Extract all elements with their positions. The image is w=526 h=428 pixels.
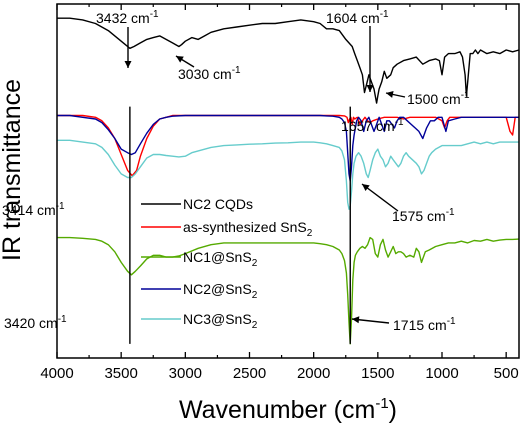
annotation-arrowhead-7	[362, 184, 370, 191]
annotation-label-4: 1500 cm-1	[407, 90, 470, 107]
annotation-arrowhead-4	[386, 91, 394, 98]
annotation-arrowhead-2	[176, 56, 184, 63]
annotation-label-9: 1715 cm-1	[393, 316, 456, 333]
annotation-arrowhead-3	[366, 85, 374, 92]
x-axis-label-tail: )	[389, 396, 397, 424]
series-line-4	[57, 114, 519, 182]
x-axis-label-sup: -1	[375, 395, 388, 412]
x-tick-label: 1000	[425, 365, 458, 382]
y-axis-label: IR transmittance	[0, 79, 26, 261]
annotation-arrow-7	[361, 183, 399, 212]
x-axis-label: Wavenumber (cm-1)	[179, 395, 397, 424]
x-tick-label: 500	[494, 365, 519, 382]
annotations: 3432 cm-1 3030 cm-1 1604 cm-1 1500 cm-11657…	[2, 9, 470, 333]
plot-border	[56, 3, 520, 359]
annotation-label-2: 3030 cm-1	[178, 65, 241, 82]
annotation-arrowhead-1	[124, 61, 132, 68]
legend-label-2: as-synthesized SnS2	[183, 219, 313, 239]
x-tick-label: 4000	[40, 365, 73, 382]
x-tick-label: 3000	[169, 365, 202, 382]
series-line-1	[57, 17, 520, 104]
plot-frame	[56, 3, 520, 359]
x-tick-label: 2500	[233, 365, 266, 382]
annotation-label-1: 3432 cm-1	[96, 9, 159, 26]
legend-label-1: NC2 CQDs	[183, 196, 253, 212]
legend-label-4: NC2@SnS2	[183, 281, 258, 301]
annotation-arrowhead-9	[352, 316, 360, 324]
annotation-label-5: 1657 cm-1	[341, 117, 404, 134]
annotation-label-7: 1575 cm-1	[392, 207, 455, 224]
legend: NC2 CQDs as-synthesized SnS2 NC1@SnS2 NC2@S…	[141, 196, 313, 331]
x-tick-label: 1500	[361, 365, 394, 382]
series-curves	[57, 17, 520, 345]
series-line-3	[57, 236, 520, 345]
annotation-label-3: 1604 cm-1	[326, 9, 389, 26]
x-tick-label: 2000	[297, 365, 330, 382]
legend-label-3: NC1@SnS2	[183, 249, 258, 269]
x-tick-label: 3500	[104, 365, 137, 382]
x-axis-ticks: 4000 3500 3000 2500 2000 1500 1000 500	[40, 4, 519, 382]
series-line-5	[57, 139, 519, 210]
x-axis-label-main: Wavenumber (cm	[179, 396, 375, 424]
annotation-label-6: 3414 cm-1	[2, 201, 65, 218]
legend-label-5: NC3@SnS2	[183, 311, 258, 331]
vertical-marker-lines	[129, 106, 351, 344]
annotation-label-8: 3420 cm-1	[4, 314, 67, 331]
